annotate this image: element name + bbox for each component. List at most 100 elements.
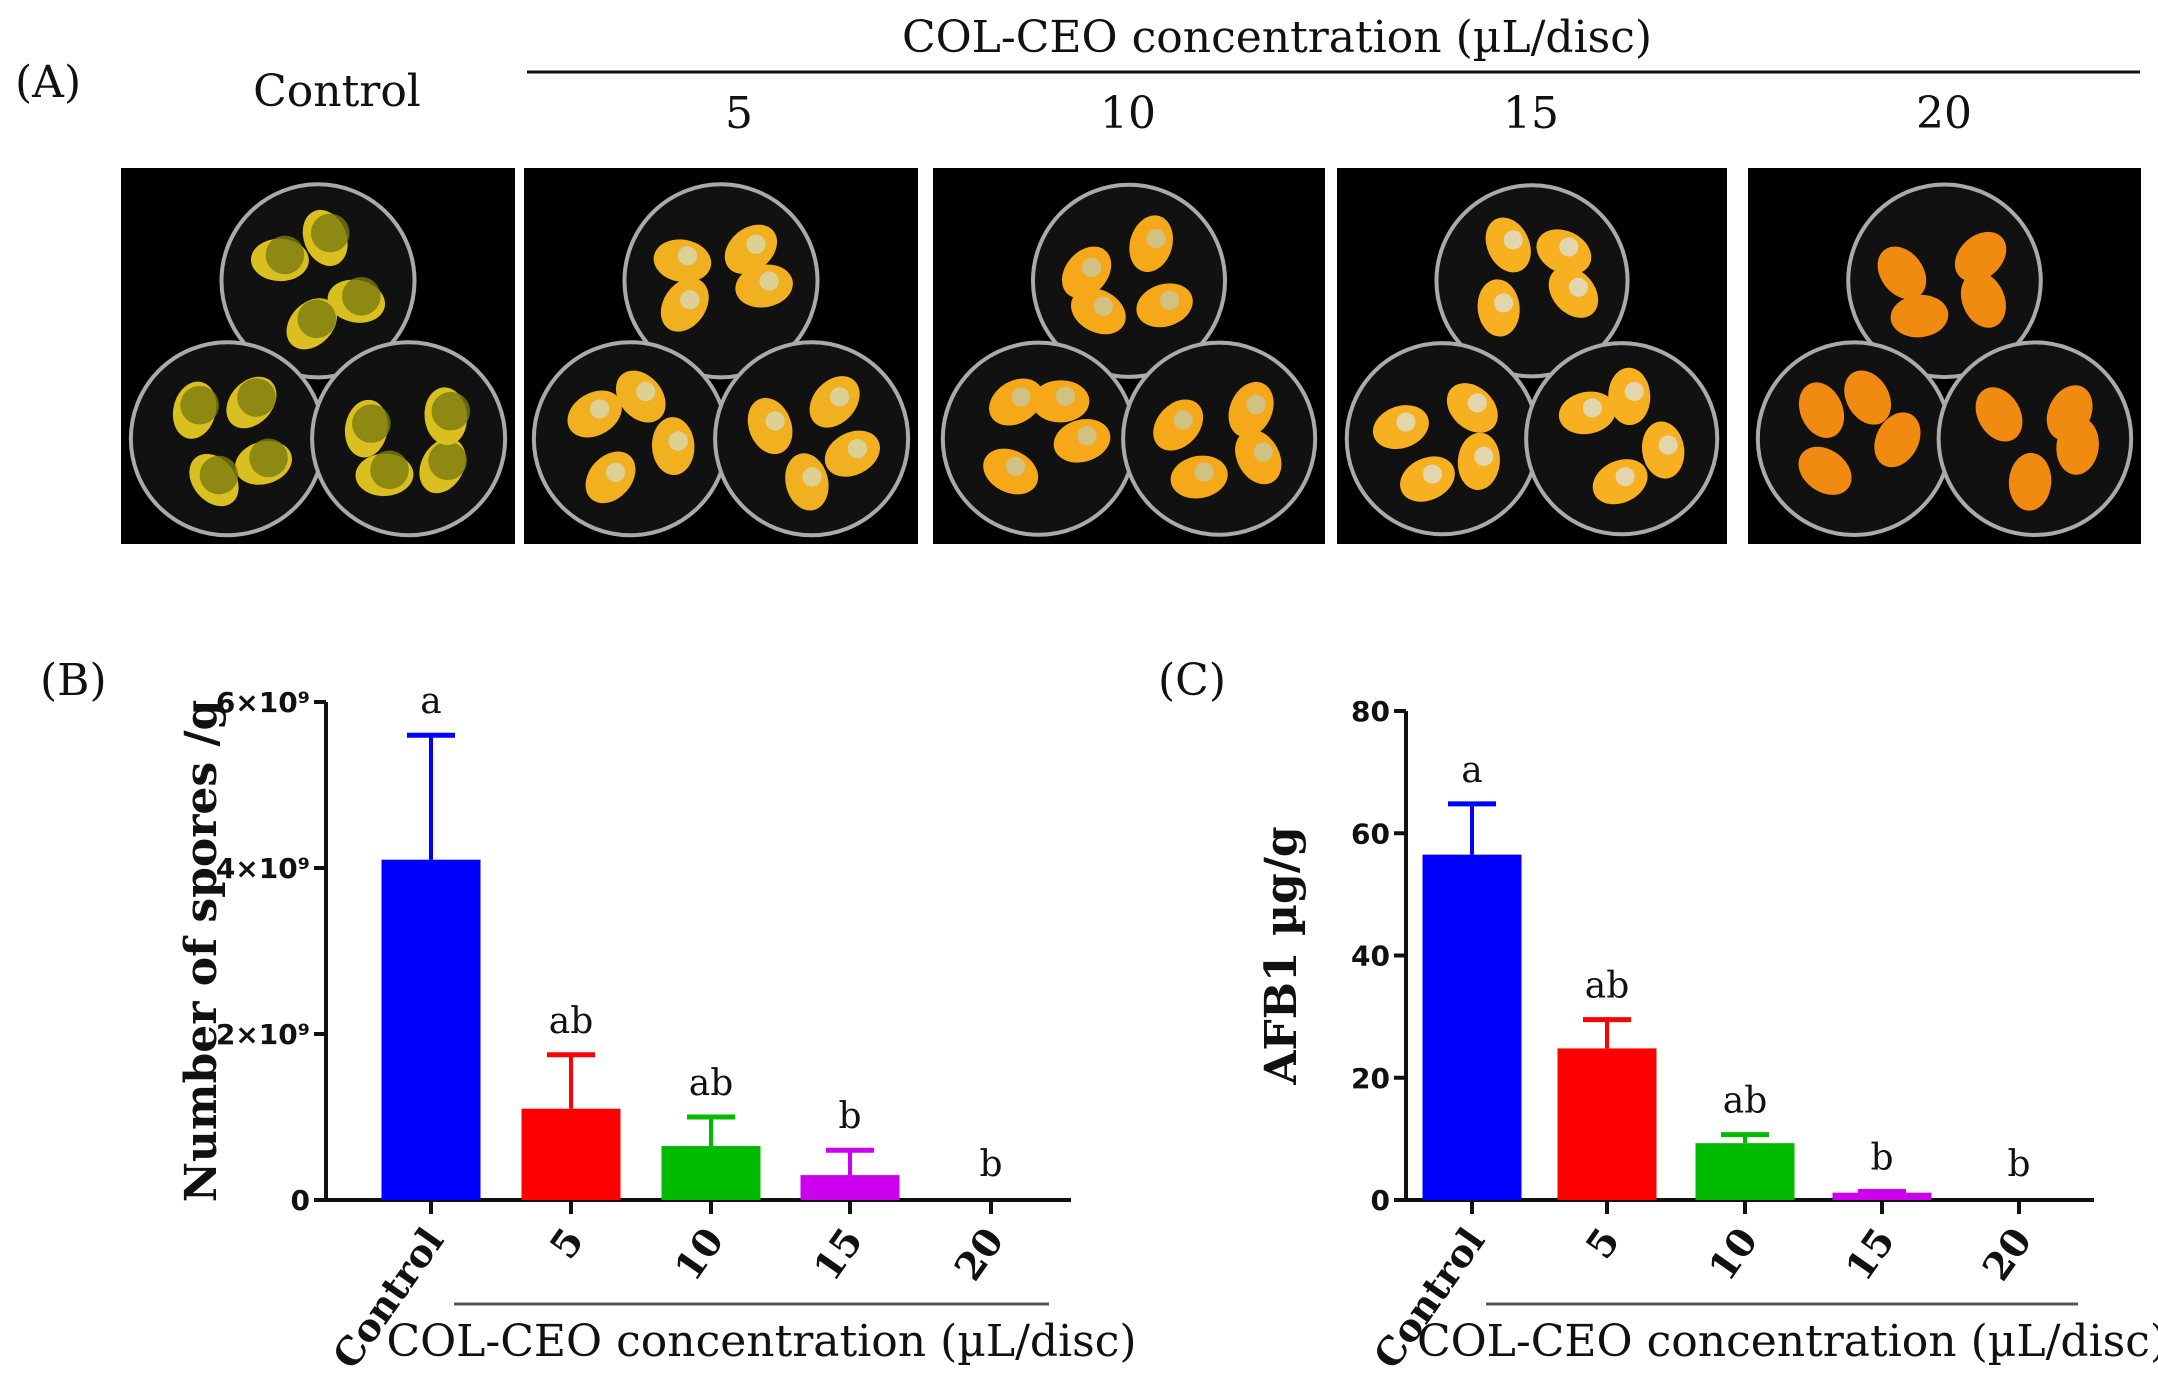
mold-patch: [352, 404, 391, 443]
column-label: Control: [253, 66, 421, 117]
petri-dish: [713, 340, 911, 538]
mold-patch: [180, 385, 219, 425]
mold-patch: [1658, 435, 1678, 455]
mold-patch: [428, 441, 467, 481]
mold-patch: [759, 271, 779, 291]
mold-patch: [1194, 462, 1214, 482]
x-axis-label: COL-CEO concentration (µL/disc): [386, 1316, 1136, 1367]
y-tick-label: 0: [291, 1184, 310, 1217]
mold-patch: [668, 431, 688, 451]
mold-patch: [1159, 290, 1180, 310]
petri-dish: [1434, 183, 1630, 379]
bar: [521, 1108, 621, 1200]
mold-patch: [1253, 442, 1273, 462]
corn-kernel: [1798, 382, 1845, 438]
y-tick-label: 6×10⁹: [216, 686, 310, 719]
petri-dish-photo: [933, 168, 1325, 544]
mold-patch: [1081, 257, 1102, 278]
x-tick-label: 5: [1576, 1219, 1628, 1266]
petri-dish-photo: [1748, 168, 2141, 544]
mold-patch: [590, 399, 610, 419]
column-label: 10: [1100, 88, 1156, 139]
petri-dish-photo: [1337, 168, 1727, 544]
mold-patch: [1146, 229, 1166, 249]
panel-label: (C): [1158, 655, 1226, 706]
petri-dish: [1524, 341, 1720, 537]
significance-letter: ab: [1585, 966, 1630, 1007]
mold-patch: [1624, 381, 1644, 401]
bar: [800, 1175, 900, 1200]
mold-patch: [342, 276, 381, 316]
x-tick-label: 5: [540, 1219, 592, 1266]
mold-patch: [1093, 296, 1113, 316]
x-tick-label: 15: [1836, 1219, 1903, 1288]
bar: [1832, 1192, 1932, 1200]
petri-dish-photo: [524, 168, 918, 544]
corn-kernel: [1877, 246, 1927, 300]
corn-kernel: [1960, 272, 2006, 328]
significance-letter: b: [2007, 1144, 2030, 1185]
column-label: 5: [725, 88, 753, 139]
mold-patch: [249, 438, 288, 478]
petri-dish: [1121, 340, 1318, 537]
x-tick-label: 15: [804, 1219, 871, 1288]
y-tick-label: 0: [1371, 1184, 1390, 1217]
mold-patch: [829, 387, 850, 407]
bar: [661, 1146, 761, 1200]
column-label: 15: [1503, 88, 1559, 139]
mold-patch: [1246, 394, 1266, 415]
x-axis-label: COL-CEO concentration (µL/disc): [1417, 1316, 2158, 1367]
corn-kernel: [1975, 387, 2023, 442]
mold-patch: [370, 450, 409, 490]
y-tick-label: 80: [1351, 695, 1390, 728]
photo-row: Control 5 10 15 20: [121, 66, 2141, 544]
x-tick-label: 20: [945, 1219, 1012, 1288]
mold-patch: [1615, 467, 1635, 487]
mold-patch: [265, 235, 305, 275]
corn-kernel: [1798, 446, 1852, 495]
petri-dish-photo: [121, 168, 515, 544]
mold-patch: [847, 439, 868, 459]
mold-patch: [605, 462, 626, 483]
y-tick-label: 40: [1351, 940, 1390, 973]
petri-dish: [1030, 182, 1228, 379]
panel-a-header: COL-CEO concentration (µL/disc): [902, 12, 1652, 63]
panel-label: (B): [40, 655, 107, 706]
significance-letter: ab: [1723, 1081, 1768, 1122]
significance-letter: a: [420, 681, 441, 722]
bar: [1557, 1048, 1657, 1200]
mold-patch: [636, 381, 656, 402]
mold-patch: [1474, 446, 1494, 466]
bar: [1695, 1143, 1795, 1200]
mold-patch: [1559, 237, 1579, 257]
mold-patch: [1396, 412, 1416, 432]
y-axis-label: AFB1 µg/g: [1256, 826, 1307, 1085]
bar: [381, 859, 481, 1200]
significance-letter: ab: [689, 1063, 734, 1104]
mold-patch: [746, 234, 766, 254]
significance-letter: b: [979, 1144, 1002, 1185]
mold-patch: [237, 378, 276, 417]
corn-kernel: [2008, 452, 2052, 511]
mold-patch: [765, 411, 785, 431]
corn-kernel: [2046, 385, 2093, 441]
mold-patch: [1582, 398, 1602, 418]
mold-patch: [680, 290, 700, 310]
mold-patch: [199, 455, 239, 495]
mold-patch: [431, 391, 471, 431]
mold-patch: [297, 299, 337, 339]
significance-letter: a: [1461, 750, 1482, 791]
mold-patch: [1467, 393, 1487, 413]
y-tick-label: 60: [1351, 817, 1390, 850]
corn-kernel: [1890, 294, 1949, 338]
x-tick-label: 10: [1699, 1219, 1766, 1288]
mold-patch: [1011, 387, 1031, 407]
mold-patch: [1568, 277, 1588, 297]
corn-kernel: [1844, 370, 1892, 425]
significance-letter: ab: [549, 1001, 594, 1042]
y-axis-label: Number of spores /g: [176, 700, 227, 1203]
y-tick-label: 20: [1351, 1062, 1390, 1095]
